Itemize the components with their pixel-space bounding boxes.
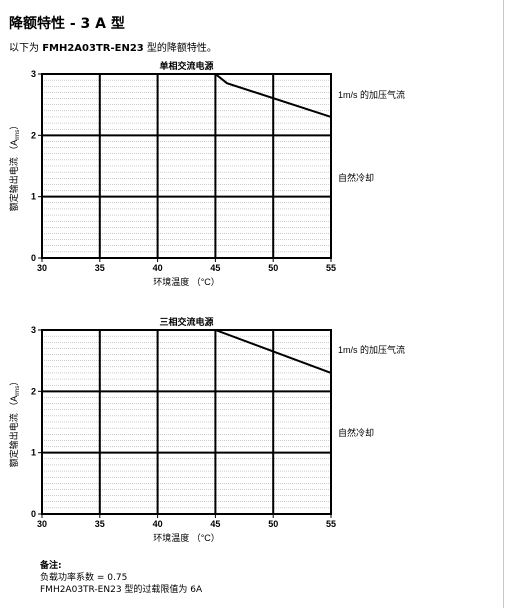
x-tick-label: 30 bbox=[37, 263, 47, 273]
series-label-natural-cooling: 自然冷却 bbox=[338, 172, 374, 183]
series-line-forced-air bbox=[42, 329, 332, 374]
intro-text: 以下为 FMH2A03TR-EN23 型的降额特性。 bbox=[9, 39, 217, 54]
y-axis-label: 额定输出电流 （Arms） bbox=[8, 377, 21, 468]
x-tick-label: 35 bbox=[95, 519, 105, 529]
page-title: 降额特性 - 3 A 型 bbox=[9, 16, 125, 32]
fine-grid bbox=[42, 335, 331, 509]
intro-model: FMH2A03TR-EN23 bbox=[42, 43, 144, 54]
series-label-forced-air: 1m/s 的加压气流 bbox=[338, 344, 405, 355]
fine-grid bbox=[42, 79, 331, 253]
y-tick-label: 2 bbox=[31, 130, 36, 140]
chart-title: 三相交流电源 bbox=[159, 316, 213, 327]
y-axis-label-main: 额定输出电流 （A bbox=[8, 396, 19, 468]
x-axis-label: 环境温度 （°C） bbox=[153, 532, 220, 543]
notes-heading: 备注: bbox=[40, 561, 62, 571]
x-tick-label: 45 bbox=[210, 263, 220, 273]
y-tick-label: 0 bbox=[31, 253, 36, 263]
y-axis-label-close: ） bbox=[9, 121, 19, 130]
y-axis-label-main: 额定输出电流 （A bbox=[8, 140, 19, 212]
y-axis-label-subscript: rms bbox=[15, 130, 21, 140]
y-tick-label: 0 bbox=[31, 509, 36, 519]
x-tick-label: 50 bbox=[268, 519, 278, 529]
x-tick-label: 35 bbox=[95, 263, 105, 273]
single-phase-derating-chart: 单相交流电源 30 35 40 45 50 55 0 1 2 3 环境温度 （°C） 额定输出电流 （A… bbox=[8, 60, 405, 287]
series-label-forced-air: 1m/s 的加压气流 bbox=[338, 89, 405, 100]
y-tick-label: 2 bbox=[31, 386, 36, 396]
x-tick-label: 55 bbox=[326, 263, 336, 273]
three-phase-derating-chart: 三相交流电源 30 35 40 45 50 55 0 1 2 3 环境温度 （°C） 额定输出电流 （A… bbox=[8, 316, 405, 543]
page-right-border bbox=[503, 0, 504, 608]
chart-title: 单相交流电源 bbox=[159, 60, 213, 71]
intro-suffix: 型的降额特性。 bbox=[143, 43, 217, 54]
x-tick-label: 50 bbox=[268, 263, 278, 273]
x-axis-label: 环境温度 （°C） bbox=[153, 276, 220, 287]
y-tick-label: 1 bbox=[31, 448, 36, 458]
x-tick-label: 40 bbox=[153, 263, 163, 273]
x-tick-label: 45 bbox=[210, 519, 220, 529]
notes-line-1: 负载功率系数 = 0.75 bbox=[40, 573, 128, 583]
series-label-natural-cooling: 自然冷却 bbox=[338, 427, 374, 438]
x-tick-label: 30 bbox=[37, 519, 47, 529]
y-axis-label-subscript: rms bbox=[15, 386, 21, 396]
y-tick-label: 3 bbox=[31, 325, 36, 335]
intro-prefix: 以下为 bbox=[9, 43, 43, 54]
y-tick-label: 1 bbox=[31, 192, 36, 202]
y-axis-label: 额定输出电流 （Arms） bbox=[8, 121, 21, 212]
y-axis-label-close: ） bbox=[9, 377, 19, 386]
series-line-forced-air bbox=[42, 73, 332, 118]
x-tick-label: 55 bbox=[326, 519, 336, 529]
notes: 备注: 负载功率系数 = 0.75 FMH2A03TR-EN23 型的过载限值为… bbox=[40, 560, 202, 596]
notes-line-2: FMH2A03TR-EN23 型的过载限值为 6A bbox=[40, 585, 203, 595]
x-tick-label: 40 bbox=[153, 519, 163, 529]
y-tick-label: 3 bbox=[31, 69, 36, 79]
